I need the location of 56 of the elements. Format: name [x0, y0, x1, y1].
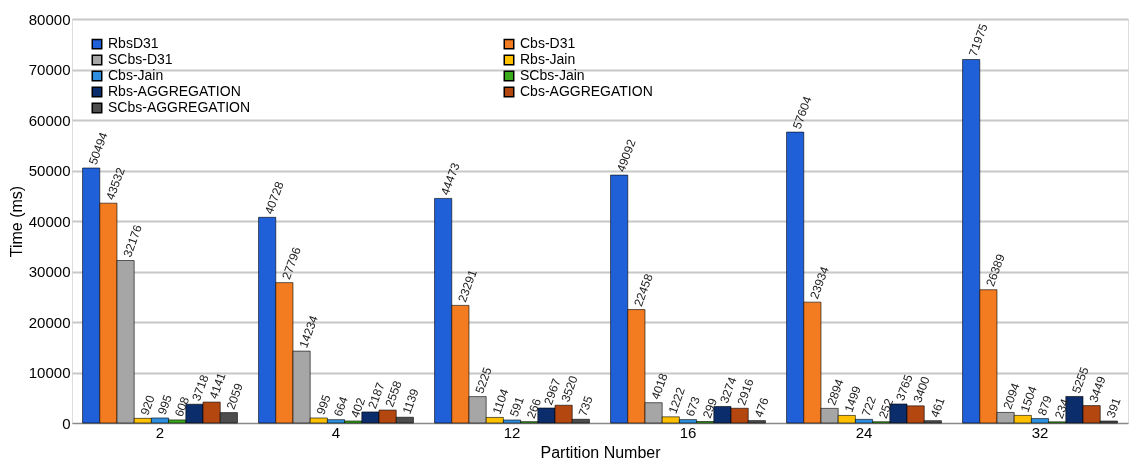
data-label: 14234: [296, 313, 322, 350]
x-tick-label: 4: [331, 423, 341, 441]
data-label: 23291: [455, 267, 480, 305]
data-label: 22458: [631, 271, 656, 309]
y-tick-label: 50000: [28, 162, 71, 179]
data-label: 32176: [120, 222, 146, 260]
y-tick-label: 20000: [28, 313, 71, 331]
y-tick-label: 40000: [28, 212, 71, 230]
data-label: 461: [927, 395, 948, 420]
data-label: 49092: [613, 137, 639, 174]
data-label: 71975: [965, 21, 991, 59]
legend-label: SCbs-AGGREGATION: [108, 99, 251, 115]
data-label: 608: [172, 394, 193, 419]
data-label: 4018: [648, 371, 671, 402]
data-label: 50494: [85, 130, 111, 167]
x-axis-title: Partition Number: [540, 443, 662, 461]
data-label: 26389: [983, 251, 1008, 289]
y-tick-label: 80000: [28, 10, 71, 28]
legend-label: Cbs-AGGREGATION: [520, 83, 653, 99]
data-label: 879: [1034, 393, 1055, 418]
data-label: 44473: [437, 160, 463, 198]
data-label: 40728: [261, 179, 287, 216]
legend-label: Rbs-Jain: [520, 51, 576, 67]
x-tick-label: 2: [155, 423, 165, 441]
x-tick-label: 16: [679, 423, 697, 441]
data-label: 5225: [472, 365, 495, 396]
data-label: 299: [700, 396, 721, 421]
data-label: 2059: [223, 381, 247, 412]
data-label: 23934: [807, 264, 832, 301]
data-label: 43532: [103, 165, 128, 202]
data-label: 266: [524, 396, 545, 421]
y-tick-label: 10000: [28, 364, 71, 381]
legend-label: Cbs-Jain: [108, 67, 164, 83]
legend-label: SCbs-D31: [108, 51, 173, 67]
data-label: 722: [858, 394, 879, 418]
data-label: 402: [348, 395, 369, 420]
data-label: 476: [751, 395, 772, 420]
x-tick-label: 24: [855, 423, 873, 441]
data-label: 735: [575, 394, 596, 418]
legend-label: SCbs-Jain: [520, 67, 585, 83]
y-tick-label: 60000: [28, 111, 71, 129]
data-label: 57604: [789, 94, 815, 131]
data-label: 27796: [279, 244, 304, 282]
y-tick-label: 30000: [28, 263, 71, 280]
x-tick-label: 32: [1031, 423, 1049, 441]
data-label: 234: [1052, 396, 1073, 421]
data-label: 252: [876, 396, 897, 421]
x-tick-label: 12: [503, 423, 521, 441]
data-label: 591: [506, 394, 527, 419]
y-tick-label: 70000: [28, 61, 71, 78]
y-tick-label: 0: [62, 414, 71, 432]
legend-label: Cbs-D31: [520, 35, 576, 52]
y-axis-title: Time (ms): [7, 185, 25, 258]
data-label: 673: [682, 394, 703, 419]
legend-label: Rbs-AGGREGATION: [108, 83, 241, 99]
legend-label: RbsD31: [108, 35, 159, 52]
